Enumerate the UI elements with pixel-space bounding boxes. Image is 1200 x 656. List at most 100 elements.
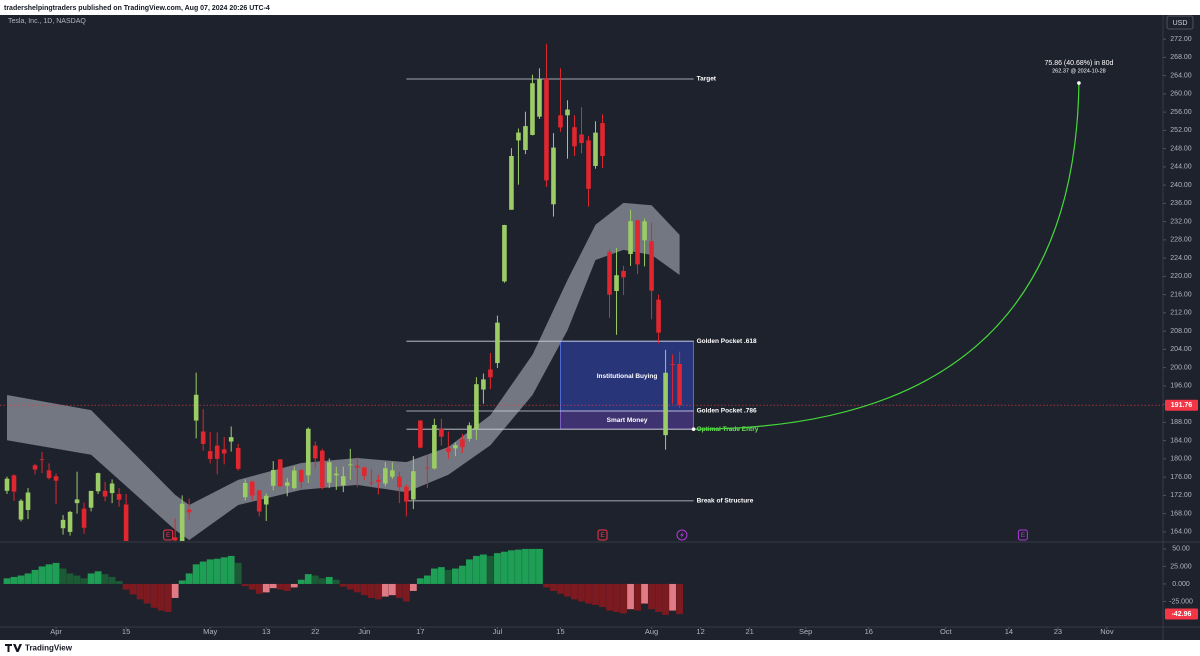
candle-body <box>663 372 668 436</box>
candle-body <box>340 476 346 486</box>
histogram-bar <box>115 581 123 584</box>
candle-body <box>81 508 87 528</box>
candle-body <box>67 511 73 532</box>
candle-body <box>172 537 178 541</box>
candle-body <box>228 437 234 442</box>
projection-label: 75.86 (40.68%) in 80d <box>1044 60 1113 67</box>
y-tick-label: 256.00 <box>1170 109 1192 116</box>
histogram-bar <box>367 583 375 598</box>
candle-body <box>600 123 605 157</box>
candle-body <box>467 425 472 439</box>
osc-tick-label: 0.000 <box>1172 581 1190 588</box>
histogram-bar <box>381 583 389 597</box>
zone-label: Smart Money <box>607 417 648 424</box>
osc-tick-label: 25.000 <box>1170 563 1192 570</box>
histogram-bar <box>592 583 599 605</box>
osc-tick-label: -25.000 <box>1169 598 1193 605</box>
histogram-bar <box>473 555 480 584</box>
candle-body <box>607 251 612 295</box>
y-tick-label: 188.00 <box>1170 419 1192 426</box>
histogram-bar <box>269 583 277 589</box>
osc-last-badge <box>1165 608 1198 620</box>
x-tick-label: 12 <box>696 627 704 636</box>
candle-body <box>200 431 206 444</box>
byline: tradershelpingtraders published on Tradi… <box>4 5 270 12</box>
candle-body <box>186 509 192 513</box>
y-tick-label: 172.00 <box>1170 492 1192 499</box>
candle-body <box>677 363 682 406</box>
histogram-bar <box>627 583 634 610</box>
histogram-bar <box>522 548 529 584</box>
histogram-bar <box>38 566 46 584</box>
histogram-bar <box>220 557 228 584</box>
histogram-bar <box>676 583 683 615</box>
currency-box[interactable] <box>1166 15 1194 30</box>
y-tick-label: 232.00 <box>1170 218 1192 225</box>
histogram-bar <box>66 573 74 584</box>
candle-body <box>32 465 38 470</box>
split-event-icon[interactable] <box>676 529 688 541</box>
histogram-bar <box>136 583 144 600</box>
x-tick-label: 14 <box>1005 627 1013 636</box>
candle-body <box>656 299 661 333</box>
histogram-bar <box>171 583 179 598</box>
histogram-bar <box>3 578 11 584</box>
histogram-bar <box>494 553 501 584</box>
histogram-bar <box>430 568 438 584</box>
histogram-bar <box>87 573 95 584</box>
histogram-bar <box>206 559 214 584</box>
x-tick-label: Aug <box>645 627 658 636</box>
histogram-bar <box>52 562 60 584</box>
histogram-bar <box>564 583 571 597</box>
candle-body <box>404 486 409 502</box>
event-bolt[interactable] <box>680 532 684 538</box>
level-label: Break of Structure <box>697 498 754 505</box>
candle-body <box>551 147 556 205</box>
candle-body <box>614 275 619 291</box>
x-tick-label: Oct <box>940 627 953 636</box>
level-label: Optimal Trade Entry <box>697 426 759 433</box>
x-tick-label: Jul <box>493 627 503 636</box>
candle-body <box>235 447 241 469</box>
histogram-bar <box>45 564 53 584</box>
candle-body <box>523 126 528 150</box>
candle-body <box>425 467 430 469</box>
currency[interactable]: USD <box>1173 20 1188 27</box>
histogram-bar <box>80 578 88 584</box>
x-tick-label: 15 <box>556 627 564 636</box>
candle-body <box>516 132 521 141</box>
histogram-bar <box>31 569 39 584</box>
histogram-bar <box>585 583 592 604</box>
y-tick-label: 200.00 <box>1170 364 1192 371</box>
histogram-bar <box>451 568 459 584</box>
candle-body <box>474 384 479 430</box>
y-tick-label: 252.00 <box>1170 127 1192 134</box>
candle-body <box>502 225 507 282</box>
histogram-bar <box>108 576 116 584</box>
brand[interactable]: TradingView <box>25 644 73 653</box>
histogram-bar <box>276 583 284 590</box>
histogram-bar <box>501 551 508 584</box>
x-tick-label: 21 <box>745 627 753 636</box>
histogram-bar <box>297 579 305 584</box>
histogram-bar <box>557 583 564 594</box>
candle-body <box>390 470 395 477</box>
candle-body <box>53 476 59 481</box>
candle-body <box>256 490 262 512</box>
candle-body <box>418 420 423 448</box>
histogram-bar <box>164 583 172 612</box>
x-tick-label: Jun <box>358 627 370 636</box>
histogram-bar <box>185 573 193 584</box>
histogram-bar <box>122 583 130 590</box>
y-tick-label: 212.00 <box>1170 310 1192 317</box>
y-tick-label: 240.00 <box>1170 182 1192 189</box>
candle-body <box>277 459 283 487</box>
histogram-bar <box>234 562 242 584</box>
candle-body <box>439 428 444 437</box>
histogram-bar <box>199 561 207 584</box>
candle-body <box>593 132 598 166</box>
x-tick-label: 16 <box>865 627 873 636</box>
brand-logo[interactable] <box>5 644 22 652</box>
